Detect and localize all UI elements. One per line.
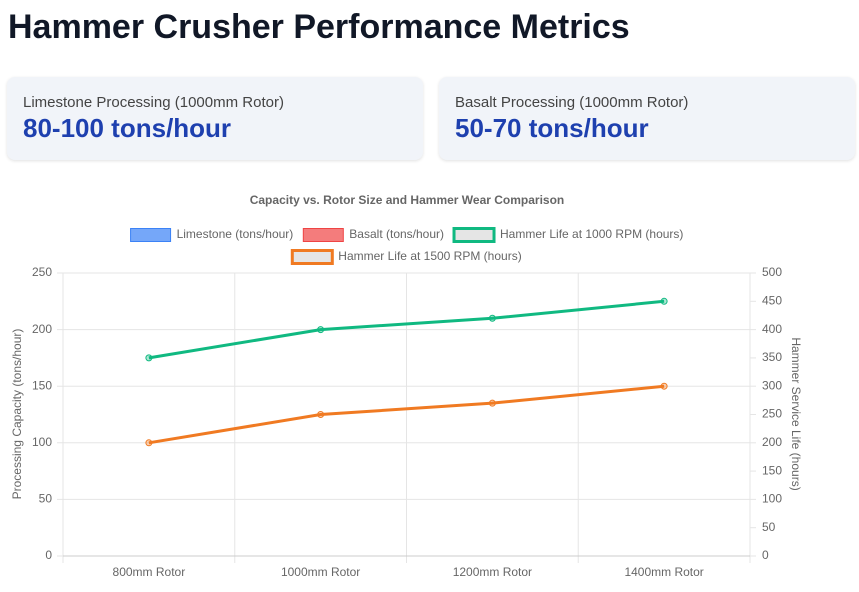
legend-swatch [452, 227, 496, 243]
y-tick-label: 50 [39, 492, 53, 506]
y2-tick-label: 200 [762, 435, 782, 449]
point [488, 314, 496, 322]
y-tick-label: 250 [32, 265, 52, 279]
x-tick-label: 1200mm Rotor [453, 565, 532, 579]
y2-tick-label: 300 [762, 378, 782, 392]
y-tick-label: 200 [32, 322, 52, 336]
card-value: 80-100 tons/hour [23, 113, 232, 143]
y-tick-label: 100 [32, 435, 52, 449]
legend-label: Hammer Life at 1500 RPM (hours) [338, 249, 521, 263]
y2-tick-label: 350 [762, 350, 782, 364]
point [660, 382, 668, 390]
metric-card: Limestone Processing (1000mm Rotor) 80-1… [7, 77, 423, 160]
x-tick-label: 800mm Rotor [113, 565, 186, 579]
point [145, 354, 153, 362]
card-value: 50-70 tons/hour [455, 113, 649, 143]
chart: Capacity vs. Rotor Size and Hammer Wear … [10, 193, 803, 579]
chart-title: Capacity vs. Rotor Size and Hammer Wear … [250, 193, 565, 207]
line [148, 299, 665, 360]
point [145, 439, 153, 447]
y2-tick-label: 150 [762, 463, 782, 477]
point [317, 411, 325, 418]
x-tick-label: 1000mm Rotor [281, 565, 360, 579]
y2-tick-label: 0 [762, 548, 769, 562]
page-title: Hammer Crusher Performance Metrics [8, 8, 630, 46]
y2-tick-label: 50 [762, 520, 776, 534]
y2-axis-title: Hammer Service Life (hours) [789, 337, 803, 490]
legend-swatch [290, 249, 334, 265]
legend-swatch [302, 228, 344, 242]
y2-tick-label: 100 [762, 492, 782, 506]
metric-card: Basalt Processing (1000mm Rotor) 50-70 t… [439, 77, 855, 160]
point [660, 297, 668, 305]
y2-tick-label: 450 [762, 293, 782, 307]
point [488, 399, 496, 407]
y-tick-label: 0 [45, 548, 52, 562]
legend-swatch [130, 228, 172, 242]
y-axis-title: Processing Capacity (tons/hour) [10, 329, 24, 500]
legend-label: Hammer Life at 1000 RPM (hours) [500, 227, 683, 241]
card-label: Limestone Processing (1000mm Rotor) [23, 94, 284, 111]
y2-tick-label: 500 [762, 265, 782, 279]
y2-tick-label: 400 [762, 322, 782, 336]
card-label: Basalt Processing (1000mm Rotor) [455, 94, 689, 111]
y-tick-label: 150 [32, 378, 52, 392]
line [148, 384, 665, 445]
x-tick-label: 1400mm Rotor [624, 565, 703, 579]
legend-label: Limestone (tons/hour) [177, 227, 294, 241]
y2-tick-label: 250 [762, 407, 782, 421]
legend-label: Basalt (tons/hour) [349, 227, 444, 241]
point [317, 326, 325, 334]
